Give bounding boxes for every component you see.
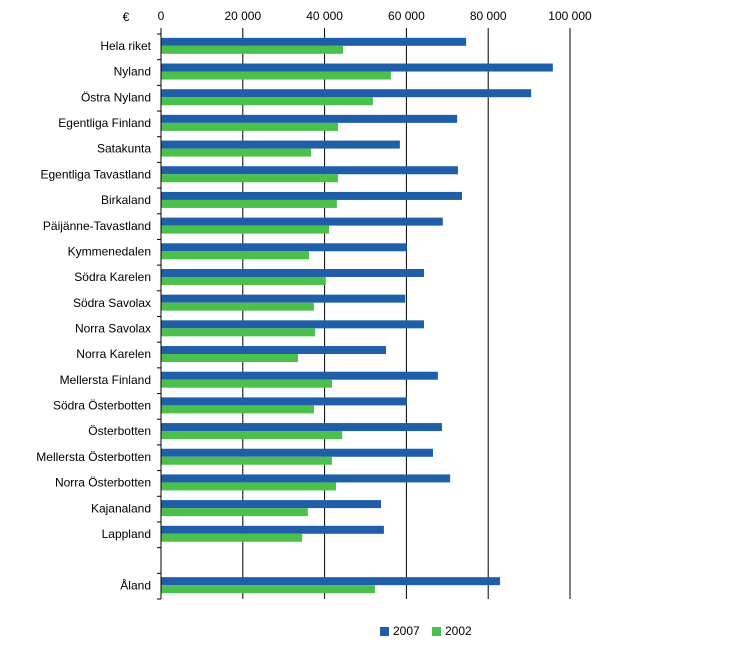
bar <box>161 346 386 355</box>
bar <box>161 217 443 226</box>
bar <box>161 533 303 542</box>
y-tick-label: Nyland <box>114 65 151 79</box>
bar <box>161 174 339 183</box>
bar <box>161 302 314 311</box>
bar <box>161 37 467 46</box>
y-tick-label: Södra Savolax <box>73 296 151 310</box>
bar <box>161 243 407 252</box>
y-tick-label: Kajanaland <box>91 501 151 515</box>
x-tick-label: 100 000 <box>548 9 592 23</box>
x-tick-label: 40 000 <box>306 9 343 23</box>
bar <box>161 63 553 72</box>
bar <box>161 379 332 388</box>
bar <box>161 320 424 329</box>
bar <box>161 122 339 131</box>
bar <box>161 199 337 208</box>
y-tick-label: Mellersta Finland <box>60 373 151 387</box>
bar <box>161 45 344 54</box>
y-tick-label: Lappland <box>102 527 151 541</box>
x-tick-label: 20 000 <box>224 9 261 23</box>
y-tick-label: Satakunta <box>97 142 151 156</box>
bar <box>161 405 314 414</box>
bar <box>161 166 458 175</box>
bar <box>161 191 463 200</box>
y-tick-label: Birkaland <box>101 193 151 207</box>
bar <box>161 71 391 80</box>
bar <box>161 328 316 337</box>
bar <box>161 423 442 432</box>
legend-label: 2002 <box>445 624 472 638</box>
y-tick-label: Norra Savolax <box>75 322 151 336</box>
bar <box>161 577 501 586</box>
legend-swatch <box>380 627 389 636</box>
bar <box>161 268 424 277</box>
y-tick-label: Östra Nyland <box>81 90 151 104</box>
bar <box>161 371 438 380</box>
bar <box>161 225 330 234</box>
unit-label: € <box>123 10 130 24</box>
bar <box>161 585 375 594</box>
y-tick-label: Mellersta Österbotten <box>36 450 151 464</box>
y-tick-label: Södra Karelen <box>74 270 151 284</box>
y-tick-label: Egentliga Tavastland <box>40 167 151 181</box>
bar <box>161 431 343 440</box>
x-tick-label: 0 <box>158 9 165 23</box>
y-tick-label: Päijänne-Tavastland <box>43 219 151 233</box>
y-tick-label: Norra Karelen <box>76 347 151 361</box>
y-tick-label: Norra Österbotten <box>55 476 151 490</box>
x-tick-label: 80 000 <box>470 9 507 23</box>
legend-label: 2007 <box>393 624 420 638</box>
bar <box>161 500 382 509</box>
bar <box>161 89 532 98</box>
bar <box>161 482 337 491</box>
y-tick-label: Södra Österbotten <box>53 399 151 413</box>
y-tick-label: Åland <box>120 577 151 592</box>
bar <box>161 397 407 406</box>
bar <box>161 148 312 157</box>
bar <box>161 525 384 534</box>
bar <box>161 276 326 285</box>
bar <box>161 508 308 517</box>
bar <box>161 251 310 260</box>
y-tick-label: Österbotten <box>88 424 151 438</box>
bar <box>161 354 299 363</box>
y-tick-label: Egentliga Finland <box>58 116 151 130</box>
y-tick-label: Kymmenedalen <box>68 244 151 258</box>
bar <box>161 114 458 123</box>
bar <box>161 474 451 483</box>
legend-swatch <box>432 627 441 636</box>
bar <box>161 97 373 106</box>
bar <box>161 456 332 465</box>
bar <box>161 140 400 149</box>
bar <box>161 448 433 457</box>
y-tick-label: Hela riket <box>100 39 151 53</box>
x-tick-label: 60 000 <box>388 9 425 23</box>
bar <box>161 294 406 303</box>
